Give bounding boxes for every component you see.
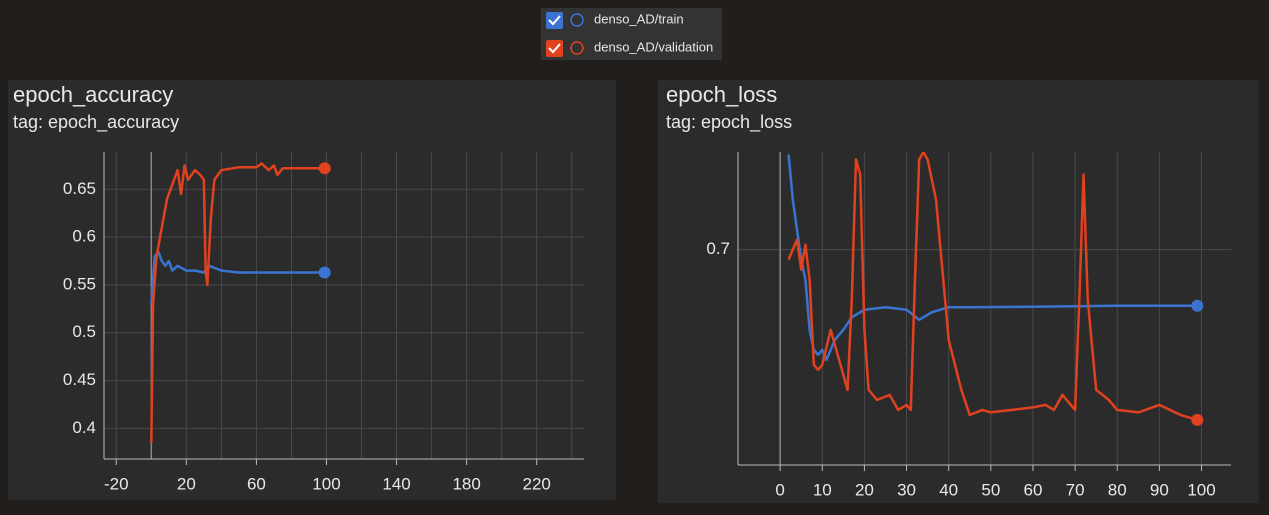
- chart-title: epoch_loss: [666, 82, 777, 107]
- series: [150, 250, 331, 305]
- legend-label: denso_AD/validation: [594, 39, 713, 54]
- x-tick-label: 80: [1108, 480, 1127, 499]
- legend-swatch: [570, 13, 584, 27]
- legend-swatch: [570, 41, 584, 55]
- y-tick-label: 0.55: [63, 274, 96, 293]
- series: [787, 154, 1204, 362]
- x-tick-label: 90: [1150, 480, 1169, 499]
- end-point: [318, 266, 331, 279]
- x-tick-label: 60: [247, 474, 266, 493]
- x-tick-label: 40: [939, 480, 958, 499]
- x-tick-label: 100: [312, 474, 340, 493]
- panel: [8, 80, 616, 500]
- series: [150, 162, 331, 443]
- x-tick-label: 30: [897, 480, 916, 499]
- x-tick-label: 20: [177, 474, 196, 493]
- series: [787, 152, 1204, 426]
- y-tick-label: 0.5: [72, 322, 96, 341]
- y-tick-label: 0.65: [63, 179, 96, 198]
- plot: -20 20 60 100 140 180 220 0.4 0.45 0.5 0.55 0.6 0.65: [63, 152, 584, 493]
- plot: 0 10 20 30 40 50 60 70 80 90 100 0.7: [706, 152, 1231, 499]
- y-tick-label: 0.4: [72, 418, 96, 437]
- legend-label: denso_AD/train: [594, 11, 684, 26]
- check: [548, 43, 561, 54]
- x-tick-label: 100: [1187, 480, 1215, 499]
- x-tick-label: 0: [775, 480, 784, 499]
- check: [548, 15, 561, 26]
- chart-subtitle: tag: epoch_accuracy: [13, 112, 179, 133]
- series-line: [150, 250, 325, 305]
- end-point: [1191, 413, 1204, 426]
- x-tick-label: 180: [452, 474, 480, 493]
- end-point: [318, 162, 331, 175]
- legend-entry[interactable]: denso_AD/train: [546, 11, 684, 29]
- x-tick-label: 20: [855, 480, 874, 499]
- series-line: [150, 162, 325, 443]
- legend-entry[interactable]: denso_AD/validation: [546, 39, 713, 57]
- x-tick-label: 70: [1066, 480, 1085, 499]
- y-tick-label: 0.7: [706, 239, 730, 258]
- x-tick-label: 10: [813, 480, 832, 499]
- x-tick-label: -20: [104, 474, 129, 493]
- series-line: [787, 152, 1198, 422]
- series-line: [787, 154, 1198, 362]
- end-point: [1191, 299, 1204, 312]
- x-tick-label: 50: [981, 480, 1000, 499]
- x-tick-label: 60: [1023, 480, 1042, 499]
- x-tick-label: 140: [382, 474, 410, 493]
- chart-subtitle: tag: epoch_loss: [666, 112, 792, 133]
- x-tick-label: 220: [523, 474, 551, 493]
- y-tick-label: 0.6: [72, 227, 96, 246]
- y-tick-label: 0.45: [63, 370, 96, 389]
- chart-title: epoch_accuracy: [13, 82, 173, 107]
- panel: [658, 80, 1259, 503]
